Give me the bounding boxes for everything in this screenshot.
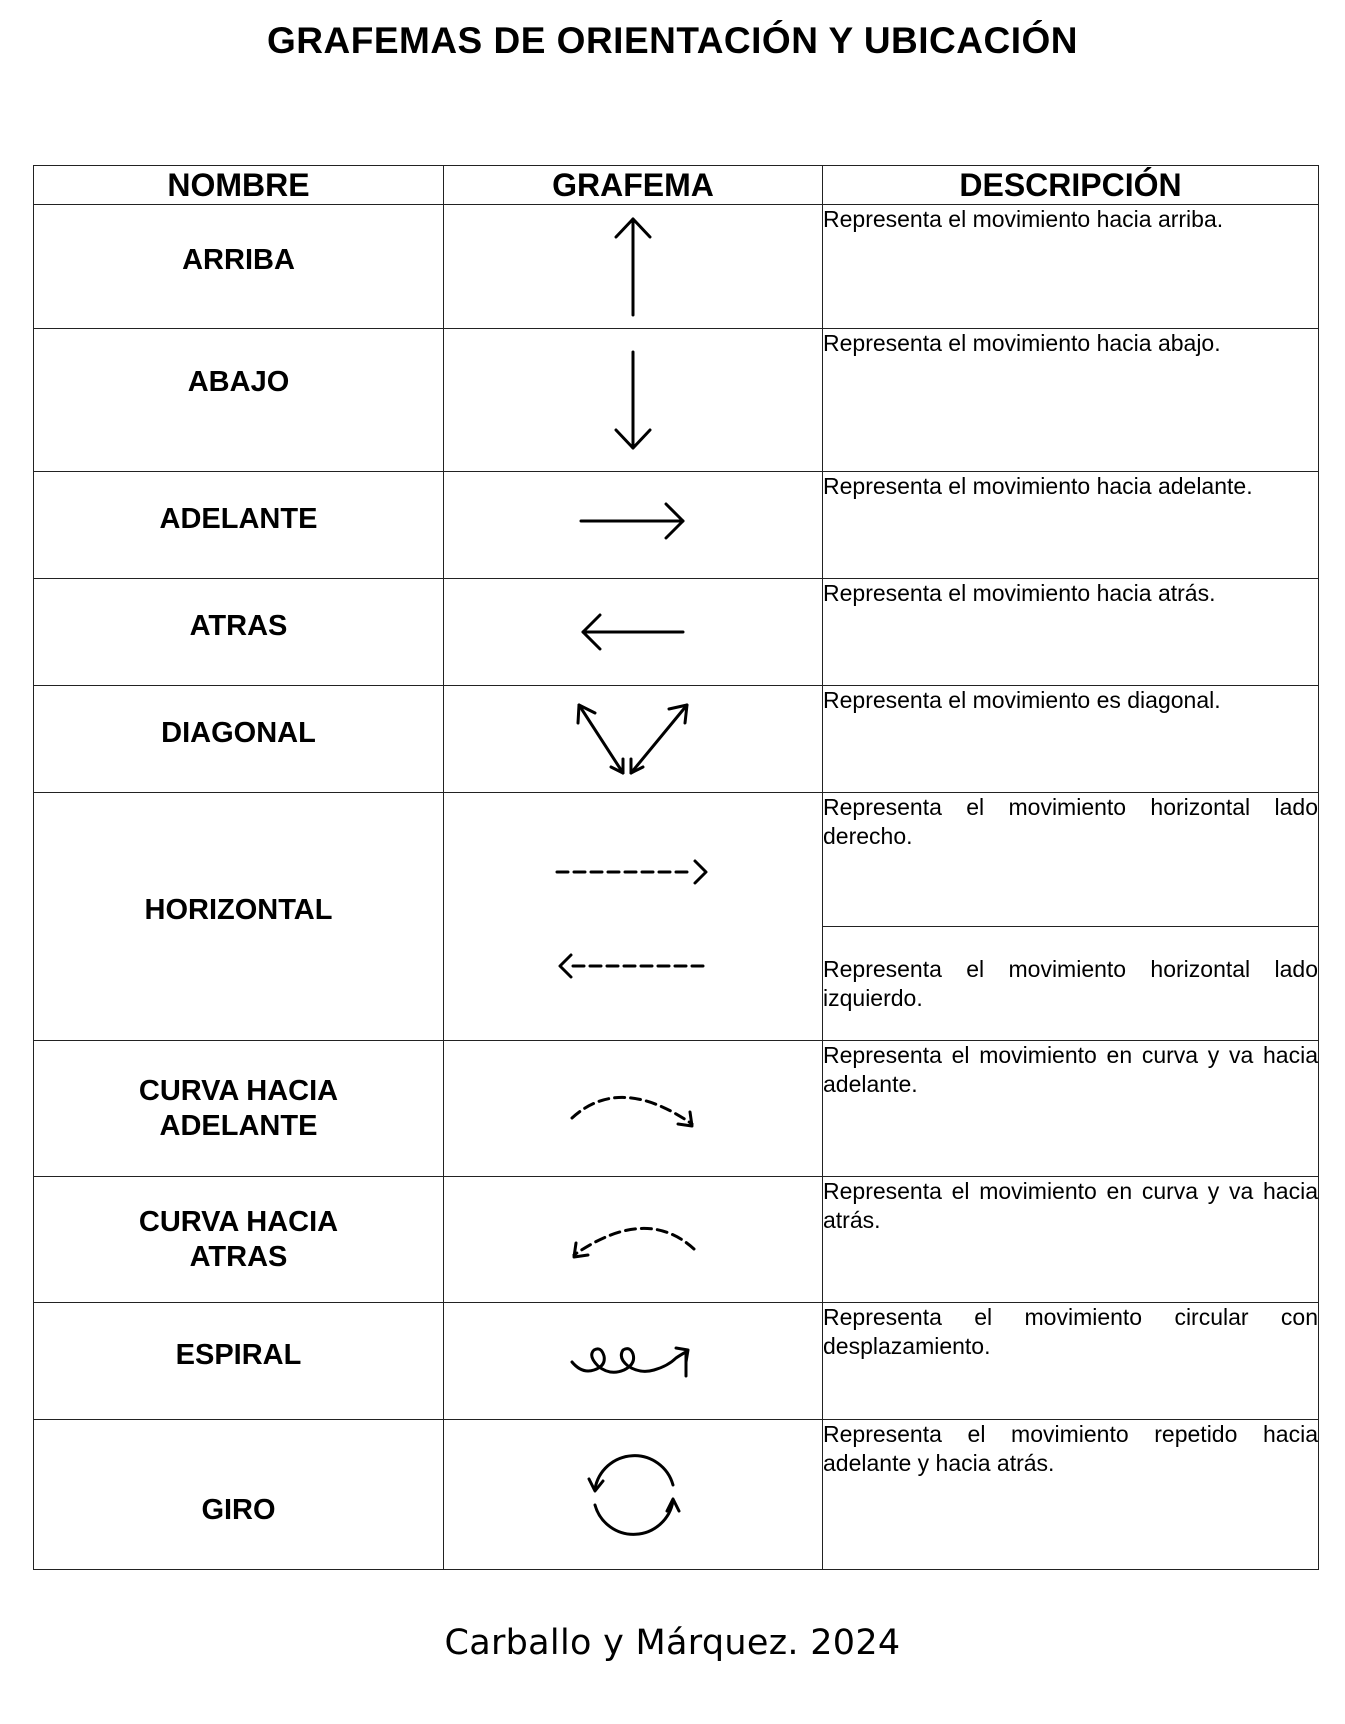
grafema-cell-adelante bbox=[443, 471, 823, 579]
row-name-horizontal: HORIZONTAL bbox=[33, 792, 444, 1041]
dashed-curve-backward-icon bbox=[572, 1226, 696, 1258]
row-name-line1: CURVA HACIA bbox=[138, 1205, 339, 1238]
table-row: CURVA HACIA ATRAS Representa el movimien… bbox=[33, 1176, 1319, 1303]
grafemas-table: NOMBRE GRAFEMA DESCRIPCIÓN ARRIBA Repres… bbox=[33, 165, 1319, 1570]
row-name-abajo: ABAJO bbox=[33, 328, 444, 472]
arrow-right-icon bbox=[579, 502, 685, 540]
row-name-curva-atras: CURVA HACIA ATRAS bbox=[33, 1176, 444, 1303]
table-row: Representa el movimiento horizontal lado… bbox=[34, 926, 1319, 1041]
row-name-giro: GIRO bbox=[33, 1419, 444, 1570]
arrow-down-icon bbox=[614, 350, 652, 450]
row-name-text: CURVA HACIA ADELANTE bbox=[139, 1074, 338, 1144]
column-header-grafema: GRAFEMA bbox=[443, 165, 823, 205]
rotation-arrows-icon bbox=[587, 1453, 681, 1536]
table-row: GIRO Representa el movimiento repetido h… bbox=[33, 1419, 1319, 1570]
row-description-adelante: Representa el movimiento hacia adelante. bbox=[822, 471, 1319, 579]
table-row: CURVA HACIA ADELANTE Representa el movim… bbox=[33, 1040, 1319, 1177]
arrow-left-icon bbox=[581, 613, 685, 651]
row-description-arriba: Representa el movimiento hacia arriba. bbox=[822, 204, 1319, 329]
grafema-cell-horizontal bbox=[443, 792, 823, 1041]
row-description-diagonal: Representa el movimiento es diagonal. bbox=[822, 685, 1319, 793]
grafema-cell-curva-atras bbox=[443, 1176, 823, 1303]
table-row: ATRAS Representa el movimiento hacia atr… bbox=[33, 578, 1319, 686]
row-name-line1: CURVA HACIA bbox=[138, 1074, 339, 1107]
table-row: HORIZONTAL Representa el movimiento hori… bbox=[33, 792, 1319, 1041]
row-name-text: CURVA HACIA ATRAS bbox=[139, 1205, 338, 1275]
row-description-abajo: Representa el movimiento hacia abajo. bbox=[822, 328, 1319, 472]
row-description-atras: Representa el movimiento hacia atrás. bbox=[822, 578, 1319, 686]
table-row: ESPIRAL Representa el movimiento circula… bbox=[33, 1302, 1319, 1420]
grafema-cell-curva-adelante bbox=[443, 1040, 823, 1177]
table-row: ABAJO Representa el movimiento hacia aba… bbox=[33, 328, 1319, 472]
row-name-text: ESPIRAL bbox=[175, 1338, 302, 1371]
row-name-atras: ATRAS bbox=[33, 578, 444, 686]
row-name-diagonal: DIAGONAL bbox=[33, 685, 444, 793]
row-description-curva-adelante: Representa el movimiento en curva y va h… bbox=[822, 1040, 1319, 1177]
row-name-line2: ATRAS bbox=[189, 1240, 288, 1273]
row-description-horizontal-left: Representa el movimiento horizontal lado… bbox=[822, 926, 1319, 1041]
table-row: DIAGONAL Representa el movimiento es dia… bbox=[33, 685, 1319, 793]
row-description-espiral: Representa el movimiento circular con de… bbox=[822, 1302, 1319, 1420]
row-description-horizontal-right: Representa el movimiento horizontal lado… bbox=[822, 792, 1319, 927]
row-name-curva-adelante: CURVA HACIA ADELANTE bbox=[33, 1040, 444, 1177]
row-description-giro: Representa el movimiento repetido hacia … bbox=[822, 1419, 1319, 1570]
row-name-adelante: ADELANTE bbox=[33, 471, 444, 579]
table-header-row: NOMBRE GRAFEMA DESCRIPCIÓN bbox=[33, 165, 1319, 205]
grafema-cell-diagonal bbox=[443, 685, 823, 793]
grafema-cell-espiral bbox=[443, 1302, 823, 1420]
grafema-cell-giro bbox=[443, 1419, 823, 1570]
row-name-line2: ADELANTE bbox=[159, 1109, 318, 1142]
row-name-espiral: ESPIRAL bbox=[33, 1302, 444, 1420]
row-name-text: ATRAS bbox=[189, 609, 288, 642]
row-description-curva-atras: Representa el movimiento en curva y va h… bbox=[822, 1176, 1319, 1303]
row-name-text: GIRO bbox=[201, 1494, 276, 1526]
arrow-up-icon bbox=[614, 217, 652, 316]
row-name-text: HORIZONTAL bbox=[144, 894, 333, 926]
footer-credit: Carballo y Márquez. 2024 bbox=[444, 1623, 901, 1663]
spiral-arrow-icon bbox=[570, 1346, 690, 1378]
grafema-cell-atras bbox=[443, 578, 823, 686]
diagonal-arrows-icon bbox=[576, 703, 689, 775]
page-title: GRAFEMAS DE ORIENTACIÓN Y UBICACIÓN bbox=[267, 20, 1078, 61]
row-name-text: ABAJO bbox=[187, 365, 290, 398]
table-row: ARRIBA Representa el movimiento hacia ar… bbox=[33, 204, 1319, 329]
column-header-nombre: NOMBRE bbox=[33, 165, 444, 205]
row-name-text: ARRIBA bbox=[182, 244, 295, 276]
grafema-cell-arriba bbox=[443, 204, 823, 329]
dashed-curve-forward-icon bbox=[570, 1095, 694, 1127]
column-header-descripcion: DESCRIPCIÓN bbox=[822, 165, 1319, 205]
row-name-text: ADELANTE bbox=[159, 502, 318, 535]
dashed-arrows-icon bbox=[555, 859, 711, 978]
row-name-arriba: ARRIBA bbox=[33, 204, 444, 329]
grafema-cell-abajo bbox=[443, 328, 823, 472]
row-name-text: DIAGONAL bbox=[161, 716, 316, 749]
table-row: ADELANTE Representa el movimiento hacia … bbox=[33, 471, 1319, 579]
